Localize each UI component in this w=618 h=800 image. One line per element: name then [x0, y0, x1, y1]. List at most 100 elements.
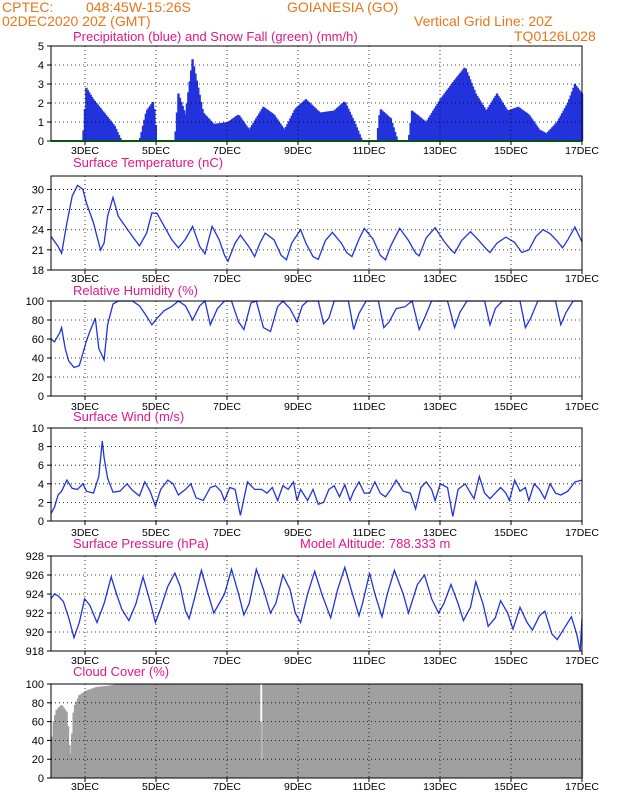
plot-frame — [50, 175, 583, 271]
header-code: TQ0126L028 — [514, 28, 596, 44]
x-tick-label: 9DEC — [284, 273, 312, 285]
y-tick-label: 60 — [32, 334, 44, 346]
y-tick-label: 0 — [38, 516, 44, 528]
y-tick-label: 24 — [32, 225, 44, 237]
y-tick-label: 80 — [32, 315, 44, 327]
panel-title: Surface Pressure (hPa) — [73, 536, 209, 551]
x-tick-label: 17DEC — [565, 273, 599, 285]
x-tick-label: 17DEC — [565, 527, 599, 539]
x-tick-label: 15DEC — [494, 145, 528, 157]
x-tick-label: 7DEC — [213, 781, 241, 793]
y-tick-label: 0 — [38, 136, 44, 148]
y-tick-label: 922 — [26, 608, 44, 620]
x-tick-label: 3DEC — [71, 145, 99, 157]
y-tick-label: 40 — [32, 353, 44, 365]
x-tick-label: 9DEC — [284, 527, 312, 539]
x-tick-label: 17DEC — [565, 145, 599, 157]
y-tick-label: 60 — [32, 717, 44, 729]
y-tick-label: 80 — [32, 698, 44, 710]
x-tick-label: 3DEC — [71, 655, 99, 667]
header-source: CPTEC: — [2, 0, 54, 15]
panel-1: Surface Temperature (nC) 18 21 24 27 30 3DEC 5D… — [32, 155, 600, 285]
x-tick-label: 11DEC — [352, 527, 385, 539]
y-tick-label: 10 — [32, 423, 44, 435]
humidity-line — [50, 299, 582, 369]
y-tick-label: 40 — [32, 735, 44, 747]
x-tick-label: 5DEC — [142, 401, 170, 413]
y-tick-label: 100 — [26, 679, 44, 691]
header-grid-note: Vertical Grid Line: 20Z — [414, 13, 553, 29]
y-tick-label: 20 — [32, 372, 44, 384]
y-tick-label: 1 — [38, 117, 44, 129]
temperature-line — [50, 184, 583, 263]
x-tick-label: 17DEC — [565, 655, 599, 667]
x-tick-label: 17DEC — [565, 401, 599, 413]
y-tick-label: 924 — [26, 589, 44, 601]
y-tick-label: 4 — [38, 60, 44, 72]
y-tick-label: 21 — [32, 245, 44, 257]
panel-4: Surface Pressure (hPa) Model Altitude: 78… — [26, 536, 600, 667]
x-tick-label: 15DEC — [494, 655, 528, 667]
y-tick-label: 0 — [38, 391, 44, 403]
x-tick-label: 3DEC — [71, 401, 99, 413]
header-station: GOIANESIA (GO) — [287, 0, 399, 15]
x-tick-label: 15DEC — [494, 527, 528, 539]
y-tick-label: 3 — [38, 79, 44, 91]
y-tick-label: 2 — [38, 98, 44, 110]
panel-title: Surface Temperature (nC) — [73, 155, 223, 170]
panel-annotation: Model Altitude: 788.333 m — [300, 536, 450, 551]
x-tick-label: 9DEC — [284, 781, 312, 793]
x-tick-label: 11DEC — [352, 273, 385, 285]
y-tick-label: 920 — [26, 627, 44, 639]
panel-title: Cloud Cover (%) — [73, 664, 169, 679]
x-tick-label: 3DEC — [71, 273, 99, 285]
x-tick-label: 7DEC — [213, 655, 241, 667]
x-tick-label: 11DEC — [352, 655, 385, 667]
plot-frame — [50, 427, 583, 522]
panel-title: Precipitation (blue) and Snow Fall (gree… — [73, 29, 358, 44]
x-tick-label: 13DEC — [423, 655, 457, 667]
y-tick-label: 27 — [32, 205, 44, 217]
y-tick-label: 918 — [26, 646, 44, 658]
x-tick-label: 5DEC — [142, 145, 170, 157]
x-tick-label: 5DEC — [142, 655, 170, 667]
panel-5: Cloud Cover (%) 0 20 40 60 80 100 3DEC 5DEC 7DEC 9… — [26, 664, 600, 793]
panel-2: Relative Humidity (%) 0 20 40 60 80 100 3DEC 5DE… — [26, 283, 600, 413]
x-tick-label: 5DEC — [142, 273, 170, 285]
plot-frame — [50, 683, 583, 779]
panel-title: Relative Humidity (%) — [73, 283, 198, 298]
header-coords: 048:45W-15:26S — [86, 0, 191, 15]
plot-frame — [50, 555, 583, 652]
x-tick-label: 7DEC — [213, 401, 241, 413]
x-tick-label: 13DEC — [423, 273, 457, 285]
pressure-line — [50, 565, 583, 652]
panel-0: Precipitation (blue) and Snow Fall (gree… — [38, 29, 599, 157]
panel-title: Surface Wind (m/s) — [73, 409, 184, 424]
y-tick-label: 6 — [38, 460, 44, 472]
x-tick-label: 13DEC — [423, 781, 457, 793]
wind-line — [50, 440, 583, 517]
x-tick-label: 3DEC — [71, 781, 99, 793]
y-tick-label: 4 — [38, 479, 44, 491]
x-tick-label: 13DEC — [423, 527, 457, 539]
y-tick-label: 30 — [32, 184, 44, 196]
x-tick-label: 13DEC — [423, 401, 457, 413]
y-tick-label: 20 — [32, 754, 44, 766]
y-tick-label: 926 — [26, 570, 44, 582]
panel-3: Surface Wind (m/s) 0 2 4 6 8 10 3DEC 5DEC 7DEC 9DE… — [32, 409, 600, 539]
x-tick-label: 11DEC — [352, 145, 385, 157]
x-tick-label: 7DEC — [213, 145, 241, 157]
y-tick-label: 100 — [26, 296, 44, 308]
x-tick-label: 7DEC — [213, 273, 241, 285]
x-tick-label: 7DEC — [213, 527, 241, 539]
x-tick-label: 15DEC — [494, 781, 528, 793]
x-tick-label: 11DEC — [352, 401, 385, 413]
header-run: 02DEC2020 20Z (GMT) — [2, 13, 151, 29]
y-tick-label: 928 — [26, 551, 44, 563]
x-tick-label: 13DEC — [423, 145, 457, 157]
y-tick-label: 5 — [38, 41, 44, 53]
y-tick-label: 8 — [38, 442, 44, 454]
x-tick-label: 11DEC — [352, 781, 385, 793]
y-tick-label: 0 — [38, 773, 44, 785]
